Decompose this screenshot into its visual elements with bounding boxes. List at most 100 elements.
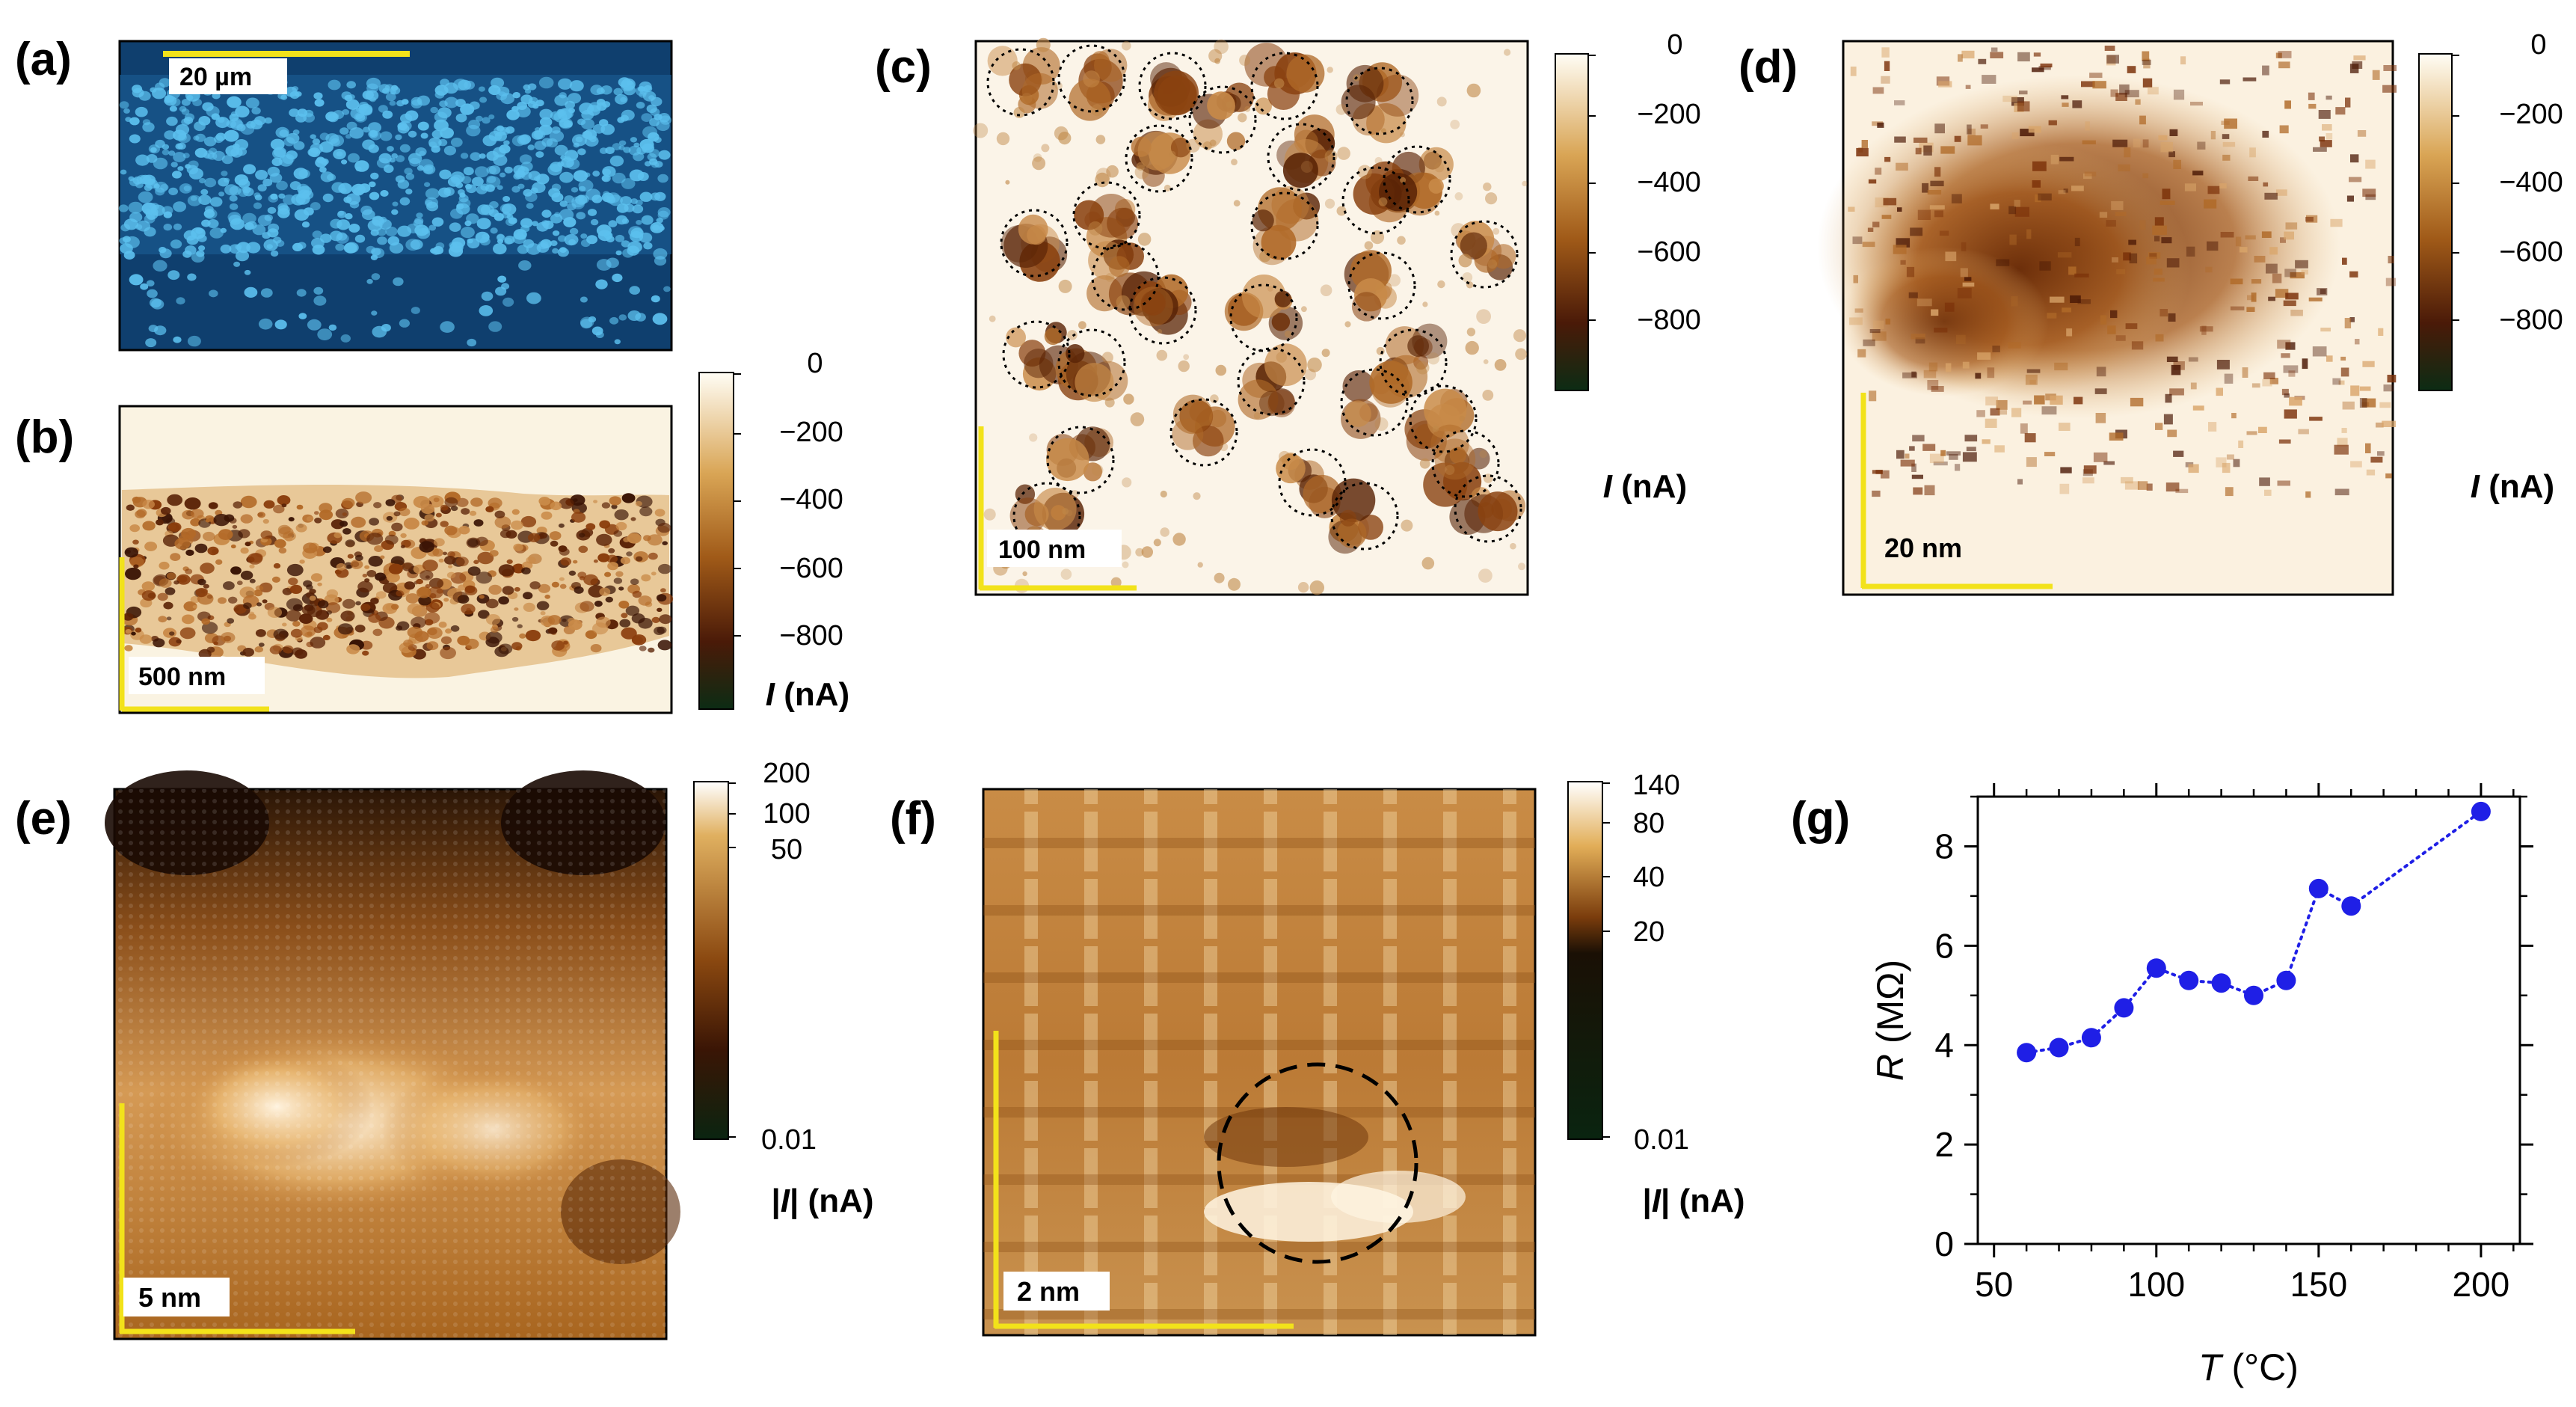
optical-particle: [490, 227, 498, 234]
current-spot: [450, 625, 460, 632]
current-spot: [2208, 422, 2217, 432]
optical-particle: [389, 242, 404, 254]
current-spot: [333, 532, 342, 539]
current-spot: [218, 597, 227, 604]
current-spot: [131, 631, 136, 636]
optical-particle: [182, 153, 190, 159]
current-spot: [129, 557, 144, 568]
current-spot: [1482, 390, 1494, 401]
optical-particle: [349, 127, 364, 139]
current-spot: [339, 521, 348, 527]
current-spot: [2131, 341, 2144, 350]
chart-data-point: [2471, 801, 2491, 821]
current-spot: [1428, 178, 1444, 194]
current-spot: [2050, 154, 2059, 165]
optical-particle: [224, 184, 239, 196]
current-spot: [2002, 95, 2017, 102]
current-spot: [176, 639, 182, 644]
panel-d-colorbar-label: I (nA): [2471, 468, 2554, 505]
current-spot: [2106, 220, 2116, 227]
current-spot: [1906, 266, 1915, 278]
current-spot: [220, 632, 236, 643]
current-spot: [2093, 452, 2108, 462]
optical-particle: [215, 117, 230, 129]
optical-particle: [266, 244, 273, 249]
optical-particle: [489, 200, 499, 209]
current-spot: [2240, 247, 2248, 253]
current-spot: [139, 634, 153, 644]
optical-particle: [170, 162, 178, 168]
current-spot: [1877, 122, 1884, 128]
current-spot: [2039, 261, 2051, 271]
current-spot: [1273, 78, 1285, 89]
optical-particle: [636, 147, 647, 155]
optical-particle: [554, 144, 568, 156]
current-spot: [2112, 139, 2128, 147]
optical-particle: [488, 114, 495, 120]
current-spot: [1900, 260, 1906, 265]
current-spot: [2284, 100, 2291, 109]
optical-particle: [234, 139, 249, 150]
optical-particle: [168, 187, 179, 195]
current-spot: [651, 571, 657, 576]
current-spot: [2383, 65, 2397, 71]
current-spot: [310, 573, 323, 582]
current-spot: [580, 601, 594, 612]
current-spot: [2264, 192, 2278, 200]
panel-c-dotted-circles: [986, 44, 1522, 551]
current-spot: [1107, 207, 1139, 239]
current-spot: [1163, 184, 1171, 191]
optical-particle: [416, 165, 425, 171]
current-spot: [657, 640, 672, 651]
optical-particle: [460, 227, 475, 239]
current-spot: [1378, 197, 1388, 206]
current-spot: [1931, 386, 1944, 392]
current-spot: [336, 563, 346, 571]
optical-particle: [310, 202, 321, 211]
current-spot: [473, 519, 484, 527]
current-spot: [1928, 362, 1938, 372]
current-spot: [2011, 408, 2022, 417]
current-spot: [2317, 288, 2328, 295]
current-spot: [2161, 237, 2172, 244]
current-spot: [476, 536, 488, 546]
current-spot: [438, 622, 447, 628]
optical-particle: [627, 245, 639, 256]
current-spot: [1110, 577, 1122, 588]
optical-particle: [551, 192, 564, 203]
panel-d-current-spots: [1848, 46, 2397, 498]
optical-particle: [227, 212, 242, 223]
current-spot: [346, 564, 352, 569]
current-spot: [2248, 176, 2259, 181]
current-spot: [1955, 464, 1961, 471]
current-spot: [2148, 87, 2159, 95]
current-spot: [2326, 95, 2332, 100]
current-spot: [1169, 150, 1176, 158]
optical-particle: [258, 318, 273, 330]
current-spot: [1445, 465, 1455, 475]
panel-f-colorbar: [1567, 781, 1603, 1140]
current-spot: [1933, 462, 1948, 466]
current-spot: [654, 509, 665, 517]
optical-particle: [225, 145, 240, 157]
current-spot: [517, 624, 523, 628]
panel-c-colorbar-tick: −600: [1637, 236, 1701, 268]
optical-particle: [280, 94, 288, 100]
current-spot: [1233, 200, 1241, 207]
optical-particle: [601, 175, 609, 182]
current-spot: [1476, 309, 1491, 324]
current-spot: [1041, 144, 1050, 153]
current-spot: [1856, 147, 1869, 157]
current-spot: [2210, 131, 2216, 140]
optical-particle: [541, 220, 550, 227]
optical-particle: [244, 269, 251, 275]
current-spot: [989, 315, 996, 322]
optical-particle: [253, 202, 262, 209]
current-spot: [1522, 180, 1528, 186]
current-spot: [1930, 180, 1944, 186]
current-spot: [1884, 61, 1890, 71]
current-spot: [132, 496, 141, 503]
current-spot: [2283, 300, 2296, 307]
current-spot: [2308, 297, 2323, 301]
